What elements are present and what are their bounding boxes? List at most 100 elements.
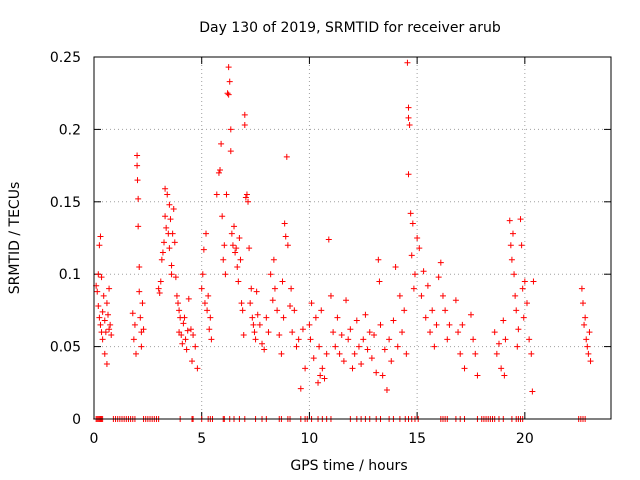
- data-point: [282, 233, 289, 240]
- data-point: [586, 329, 593, 336]
- data-point: [220, 256, 227, 263]
- data-point: [578, 285, 585, 292]
- data-point: [162, 185, 169, 192]
- data-point: [394, 343, 401, 350]
- data-point: [289, 329, 296, 336]
- data-point: [585, 350, 592, 357]
- data-point: [498, 365, 505, 372]
- x-axis-label: GPS time / hours: [290, 458, 407, 474]
- data-point: [362, 311, 369, 318]
- data-point: [254, 311, 261, 318]
- data-point: [96, 242, 103, 249]
- data-point: [135, 195, 142, 202]
- data-point: [167, 216, 174, 223]
- data-point: [95, 271, 102, 278]
- data-point: [245, 198, 252, 205]
- data-point: [135, 223, 142, 230]
- data-point: [336, 350, 343, 357]
- data-point: [405, 171, 412, 178]
- chart-title: Day 130 of 2019, SRMTID for receiver aru…: [199, 20, 501, 36]
- data-point: [176, 307, 183, 314]
- data-point: [297, 385, 304, 392]
- data-point: [457, 350, 464, 357]
- data-point: [225, 91, 232, 98]
- data-point: [134, 162, 141, 169]
- data-point: [162, 213, 169, 220]
- data-point: [444, 336, 451, 343]
- data-point: [416, 245, 423, 252]
- data-point: [182, 336, 189, 343]
- data-point: [106, 285, 113, 292]
- data-point: [399, 329, 406, 336]
- data-point: [583, 336, 590, 343]
- data-point: [164, 191, 171, 198]
- data-point: [325, 236, 332, 243]
- data-point: [203, 230, 210, 237]
- data-point: [307, 336, 314, 343]
- data-point: [265, 329, 272, 336]
- data-point: [410, 285, 417, 292]
- data-point: [407, 210, 414, 217]
- data-point: [240, 332, 247, 339]
- data-point: [185, 295, 192, 302]
- data-point: [183, 346, 190, 353]
- data-point: [433, 321, 440, 328]
- data-point: [459, 321, 466, 328]
- data-point: [431, 343, 438, 350]
- data-point: [308, 300, 315, 307]
- data-point: [222, 271, 229, 278]
- data-point: [446, 321, 453, 328]
- data-point: [103, 300, 110, 307]
- data-point: [358, 360, 365, 367]
- data-point: [424, 282, 431, 289]
- data-point: [281, 220, 288, 227]
- data-point: [579, 300, 586, 307]
- data-point: [429, 307, 436, 314]
- data-point: [371, 332, 378, 339]
- data-point: [340, 358, 347, 365]
- data-point: [256, 321, 263, 328]
- data-point: [467, 311, 474, 318]
- data-point: [99, 308, 106, 315]
- data-point: [306, 321, 313, 328]
- data-point: [108, 332, 115, 339]
- data-point: [491, 329, 498, 336]
- data-point: [247, 300, 254, 307]
- data-point: [310, 355, 317, 362]
- data-point: [330, 329, 337, 336]
- data-point: [226, 78, 233, 85]
- data-point: [515, 326, 522, 333]
- data-point: [283, 153, 290, 160]
- data-point: [513, 307, 520, 314]
- data-point: [187, 326, 194, 333]
- data-point: [287, 303, 294, 310]
- data-point: [470, 336, 477, 343]
- data-point: [403, 350, 410, 357]
- data-point: [302, 365, 309, 372]
- data-point: [97, 321, 104, 328]
- data-point: [236, 235, 243, 241]
- data-point: [239, 307, 246, 314]
- data-point: [312, 314, 319, 321]
- data-point: [199, 271, 206, 278]
- data-point: [189, 358, 196, 365]
- data-point: [155, 285, 162, 292]
- data-point: [500, 317, 507, 324]
- data-point: [581, 321, 588, 328]
- data-point: [95, 303, 102, 310]
- data-point: [229, 242, 236, 249]
- data-point: [192, 343, 199, 350]
- data-point: [99, 336, 106, 343]
- data-point: [530, 278, 537, 285]
- data-point: [517, 216, 524, 223]
- data-point: [101, 350, 108, 357]
- data-point: [439, 292, 446, 299]
- data-point: [435, 274, 442, 281]
- y-axis-label: SRMTID / TECUs: [7, 182, 23, 295]
- data-point: [526, 336, 533, 343]
- data-point: [288, 285, 295, 292]
- data-point: [233, 245, 240, 252]
- data-point: [259, 340, 266, 347]
- data-point: [276, 332, 283, 339]
- data-point: [248, 285, 255, 292]
